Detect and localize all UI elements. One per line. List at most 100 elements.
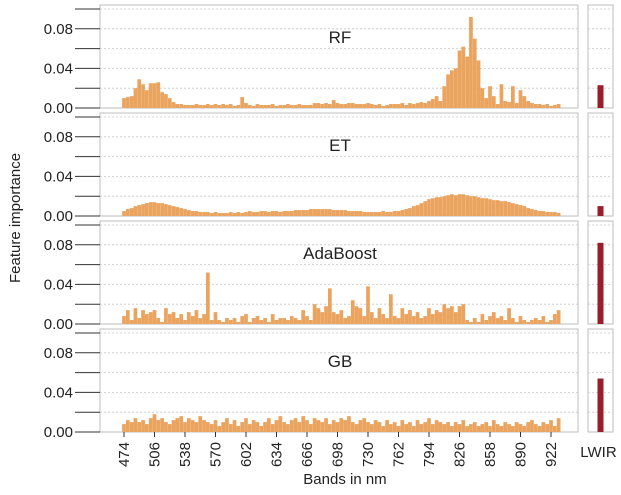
band-bar <box>213 212 218 216</box>
band-bar <box>366 422 370 432</box>
band-bar <box>385 105 389 108</box>
band-bar <box>453 195 458 216</box>
band-bar <box>320 209 325 216</box>
band-bar <box>206 422 210 432</box>
band-bar <box>362 212 367 216</box>
panel-label: RF <box>329 28 352 47</box>
band-bar <box>373 420 378 432</box>
band-bar <box>507 202 511 216</box>
band-bar <box>160 322 164 324</box>
band-bar <box>484 422 489 432</box>
band-bar <box>503 422 508 432</box>
band-bar <box>537 104 542 108</box>
band-bar <box>476 322 481 324</box>
band-bar <box>419 424 424 432</box>
band-bar <box>320 312 325 324</box>
band-bar <box>324 418 328 432</box>
band-bar <box>129 320 134 324</box>
band-bar <box>167 424 172 432</box>
band-bar <box>488 199 492 216</box>
band-bar <box>450 70 454 108</box>
band-bar <box>289 420 294 432</box>
band-bar <box>122 211 126 216</box>
band-bar <box>347 211 351 216</box>
band-bar <box>251 212 256 216</box>
band-bar <box>362 316 367 324</box>
band-bar <box>495 200 500 216</box>
band-bar <box>305 420 309 432</box>
band-bar <box>133 418 138 432</box>
band-bar <box>358 211 363 216</box>
band-bar <box>225 213 229 216</box>
band-bar <box>156 318 161 324</box>
band-bar <box>209 213 214 216</box>
band-bar <box>537 211 542 216</box>
band-bar <box>152 310 157 324</box>
band-bar <box>293 210 298 216</box>
band-bar <box>328 104 332 108</box>
band-bar <box>152 414 157 432</box>
band-bar <box>324 209 328 216</box>
band-bar <box>278 318 283 324</box>
band-bar <box>442 424 447 432</box>
band-bar <box>369 424 374 432</box>
band-bar <box>354 104 359 108</box>
band-bar <box>469 322 473 324</box>
band-bar <box>373 318 378 324</box>
band-bar <box>518 316 523 324</box>
band-bar <box>213 104 218 108</box>
band-bar <box>259 320 264 324</box>
band-bar <box>343 318 347 324</box>
band-bar <box>476 426 481 432</box>
band-bar <box>312 418 317 432</box>
band-bar <box>354 211 359 216</box>
band-bar <box>442 86 447 108</box>
band-bar <box>389 212 393 216</box>
band-bar <box>491 420 496 432</box>
band-bar <box>213 420 218 432</box>
band-bar <box>491 200 496 216</box>
band-bar <box>514 103 519 108</box>
band-bar <box>453 68 458 108</box>
band-bar <box>263 422 267 432</box>
band-bar <box>236 105 241 108</box>
band-bar <box>419 318 424 324</box>
band-bar <box>129 422 134 432</box>
x-tick-label: 666 <box>299 442 316 467</box>
band-bar <box>316 420 321 432</box>
band-bar <box>350 300 355 324</box>
band-bar <box>240 316 245 324</box>
band-bar <box>427 199 431 216</box>
band-bar <box>408 310 412 324</box>
band-bar <box>137 205 142 216</box>
band-bar <box>415 103 420 108</box>
band-bar <box>236 322 241 324</box>
band-bar <box>190 420 195 432</box>
band-bar <box>499 201 504 216</box>
band-bar <box>179 104 184 108</box>
band-bar <box>457 194 462 216</box>
band-bar <box>137 318 142 324</box>
band-bar <box>533 424 538 432</box>
band-bar <box>495 104 500 108</box>
band-bar <box>495 424 500 432</box>
band-bar <box>335 422 340 432</box>
band-bar <box>293 318 298 324</box>
band-bar <box>247 322 252 324</box>
band-bar <box>465 195 469 216</box>
band-bar <box>259 211 264 216</box>
band-bar <box>518 205 523 216</box>
band-bar <box>446 308 450 324</box>
x-tick-label: 762 <box>391 442 408 467</box>
band-bar <box>514 422 519 432</box>
band-bar <box>461 194 466 216</box>
band-bar <box>541 105 546 108</box>
band-bar <box>491 312 496 324</box>
y-tick-label: 0.00 <box>44 208 73 225</box>
x-tick-label: 698 <box>330 442 347 467</box>
band-bar <box>552 105 557 108</box>
band-bar <box>461 304 466 324</box>
band-bar <box>221 422 225 432</box>
band-bar <box>171 420 176 432</box>
x-tick-label: 474 <box>116 442 133 467</box>
